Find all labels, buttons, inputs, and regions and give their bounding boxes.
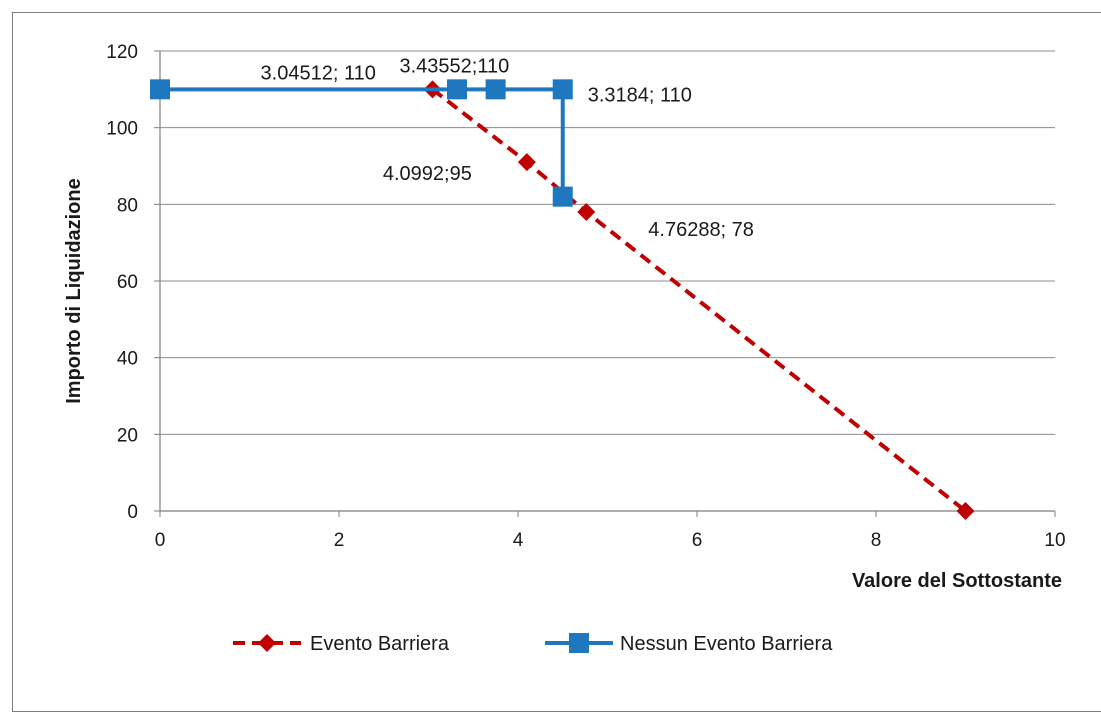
series-line-1 (160, 87, 565, 197)
y-tick-label: 100 (106, 119, 138, 140)
gridlines (160, 50, 1055, 435)
legend-marker-0 (258, 634, 276, 652)
data-point (577, 203, 596, 221)
data-point (956, 502, 975, 520)
data-point (150, 79, 170, 100)
y-tick-label: 60 (117, 272, 138, 293)
x-axis-title: Valore del Sottostante (852, 570, 1062, 592)
x-tick-label: 10 (1044, 530, 1065, 551)
chart-frame (12, 12, 1101, 712)
x-tick-label: 2 (334, 530, 345, 551)
x-tick-label: 0 (155, 530, 166, 551)
y-tick-label: 40 (117, 349, 138, 370)
data-point (517, 153, 536, 172)
data-label: 4.0992;95 (383, 163, 472, 185)
data-point (552, 79, 573, 100)
legend-label: Nessun Evento Barriera (620, 633, 833, 655)
data-labels: 3.04512; 110 3.43552;110 3.3184; 110 4.0992… (261, 55, 754, 241)
y-tick-label: 0 (127, 502, 138, 523)
y-axis-title: Importo di Liquidazione (63, 178, 85, 404)
legend-marker-1 (569, 633, 589, 653)
legend-label: Evento Barriera (310, 633, 450, 655)
data-label: 4.76288; 78 (648, 219, 754, 241)
x-tick-label: 8 (871, 530, 882, 551)
data-point (446, 79, 467, 100)
data-label: 3.04512; 110 (261, 62, 376, 84)
data-label: 3.43552;110 (399, 55, 509, 77)
y-tick-label: 20 (117, 425, 138, 446)
data-point (552, 186, 573, 207)
data-point (485, 79, 506, 100)
axes: 0 20 40 60 80 100 120 0 2 4 6 8 10 (106, 42, 1065, 551)
x-tick-label: 6 (692, 530, 703, 551)
line-chart: 0 20 40 60 80 100 120 0 2 4 6 8 10 3.04512; 110 3.435… (63, 42, 1066, 655)
y-tick-label: 120 (106, 42, 138, 63)
series (150, 79, 975, 520)
y-tick-label: 80 (117, 195, 138, 216)
x-tick-label: 4 (513, 530, 524, 551)
series-line-0 (431, 87, 967, 513)
data-label: 3.3184; 110 (588, 84, 692, 106)
legend: Evento Barriera Nessun Evento Barriera (233, 633, 833, 655)
